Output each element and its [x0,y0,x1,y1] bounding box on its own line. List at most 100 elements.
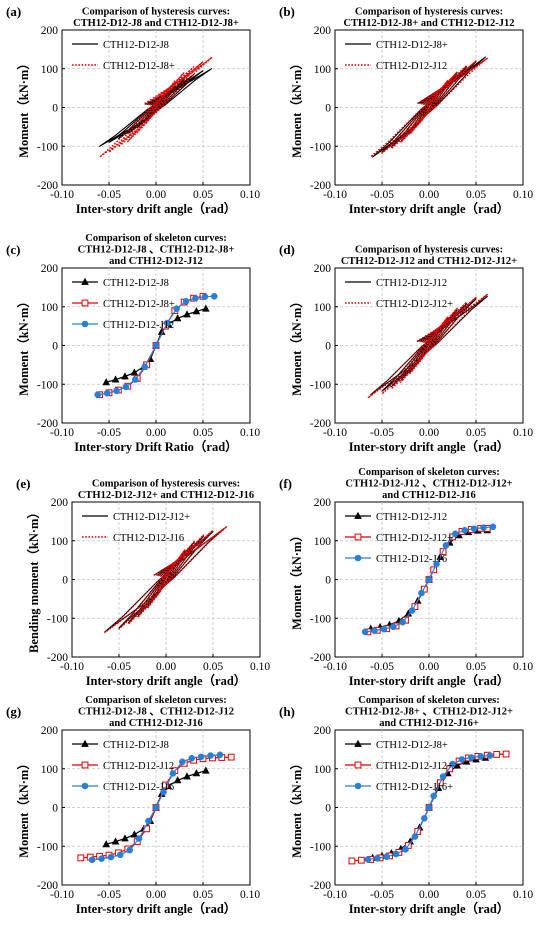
data-point [163,319,171,327]
legend-marker [354,739,362,747]
panel-label: (b) [279,4,295,19]
y-tick-label: 0 [325,103,331,115]
y-tick-label: -200 [310,880,331,892]
x-tick-label: -0.05 [370,889,394,901]
y-tick-label: 100 [41,764,59,776]
x-tick-label: 0.00 [419,661,439,673]
hysteresis-loop [370,57,488,158]
data-point [102,378,110,386]
chart-title: and CTH12-D12-J16 [382,490,476,501]
x-tick-label: -0.05 [370,427,394,439]
data-point [458,756,466,763]
chart-panel: -0.10 -0.05 0.00 0.05 0.10 200 100 0 -100 -200 CTH… [279,242,533,454]
legend-label: CTH12-D12-J8+ [103,299,175,310]
chart-title: and CTH12-D12-J16 [109,718,203,729]
hysteresis-loop [108,61,204,153]
chart-title: Comparison of skeleton curves: [358,467,499,478]
data-point [192,769,201,777]
y-tick-label: 100 [51,536,69,548]
hysteresis-loop [127,71,185,143]
y-axis-label: Bending moment（kN·m） [26,506,41,653]
x-tick-label: 0.10 [513,189,533,201]
data-point [493,751,501,758]
data-point [173,776,182,784]
data-point [210,292,218,300]
chart-title: CTH12-D12-J8+ 、CTH12-D12-J12+ [345,707,513,718]
x-tick-label: -0.10 [60,661,84,673]
y-tick-label: 200 [41,25,59,37]
y-tick-label: 0 [325,803,331,815]
x-tick-label: -0.05 [107,661,131,673]
chart-title: Comparison of hysteresis curves: [355,7,503,18]
data-point [202,304,210,312]
data-point [182,298,190,305]
data-point [201,293,209,300]
y-tick-label: -100 [47,613,68,625]
data-point [430,792,438,800]
y-tick-label: 200 [314,263,332,275]
y-tick-label: 100 [314,764,332,776]
y-axis-label: Moment（kN·m） [16,295,31,396]
x-axis-label: Inter-story drift angle（rad） [76,901,237,916]
y-tick-label: -200 [37,418,58,430]
legend: CTH12-D12-J8 CTH12-D12-J8+ [72,40,175,72]
data-point [425,576,433,583]
data-point [348,857,356,865]
y-tick-label: 200 [314,497,332,509]
legend-marker [81,782,89,790]
y-tick-label: -200 [47,652,68,664]
data-point [113,387,120,395]
series-CTH12-D12-J16 [361,523,497,636]
data-point [361,628,369,636]
x-tick-label: -0.10 [50,889,74,901]
legend: CTH12-D12-J12+ CTH12-D12-J16 [82,512,190,544]
legend-label: CTH12-D12-J8 [103,278,169,289]
y-tick-label: 100 [314,536,332,548]
legend-label: CTH12-D12-J8 [103,40,169,51]
x-tick-label: 0.00 [419,889,439,901]
x-tick-label: 0.05 [466,427,486,439]
x-axis-label: Inter-story drift angle（rad） [349,673,510,688]
legend-label: CTH12-D12-J8+ [103,61,175,72]
panel-label: (f) [279,476,292,491]
chart-title: CTH12-D12-J12+ and CTH12-D12-J16 [78,490,254,501]
chart-panel: -0.10 -0.05 0.00 0.05 0.10 200 100 0 -100 -200 CTH… [279,467,533,688]
x-axis-label: Inter-story drift angle（rad） [76,201,237,216]
data-point [121,372,129,380]
y-tick-label: 0 [52,803,58,815]
y-axis-label: Moment（kN·m） [16,757,31,858]
data-point [197,753,205,761]
data-point [77,854,85,862]
legend-marker [354,511,362,519]
x-tick-label: 0.10 [240,189,260,201]
x-tick-label: -0.05 [97,189,121,201]
legend: CTH12-D12-J8 CTH12-D12-J12 CTH12-D12-J16 [72,739,174,793]
x-tick-label: 0.00 [146,427,166,439]
chart-title: Comparison of skeleton curves: [85,233,226,244]
y-tick-label: 100 [314,64,332,76]
chart-title: CTH12-D12-J12 、CTH12-D12-J12+ [345,479,512,490]
data-point [183,310,191,318]
data-point [192,307,201,315]
gridlines [335,30,523,185]
data-point [216,751,224,759]
x-tick-label: -0.05 [97,427,121,439]
data-point [111,375,120,383]
y-tick-label: -100 [310,379,331,391]
x-tick-label: 0.10 [513,889,533,901]
data-point [425,804,433,811]
data-point [152,342,160,349]
y-tick-label: -200 [310,418,331,430]
x-tick-label: 0.05 [193,889,213,901]
x-tick-label: 0.05 [193,189,213,201]
data-point [486,752,494,759]
x-tick-label: 0.10 [240,427,260,439]
data-point [207,752,214,759]
y-tick-label: 100 [314,302,332,314]
y-tick-label: 200 [41,725,59,737]
legend-marker [81,739,89,747]
x-axis-label: Inter-story drift angle（rad） [349,439,510,454]
legend-marker [81,761,89,769]
x-tick-label: -0.10 [323,189,347,201]
legend-label: CTH12-D12-J16 [113,533,184,544]
